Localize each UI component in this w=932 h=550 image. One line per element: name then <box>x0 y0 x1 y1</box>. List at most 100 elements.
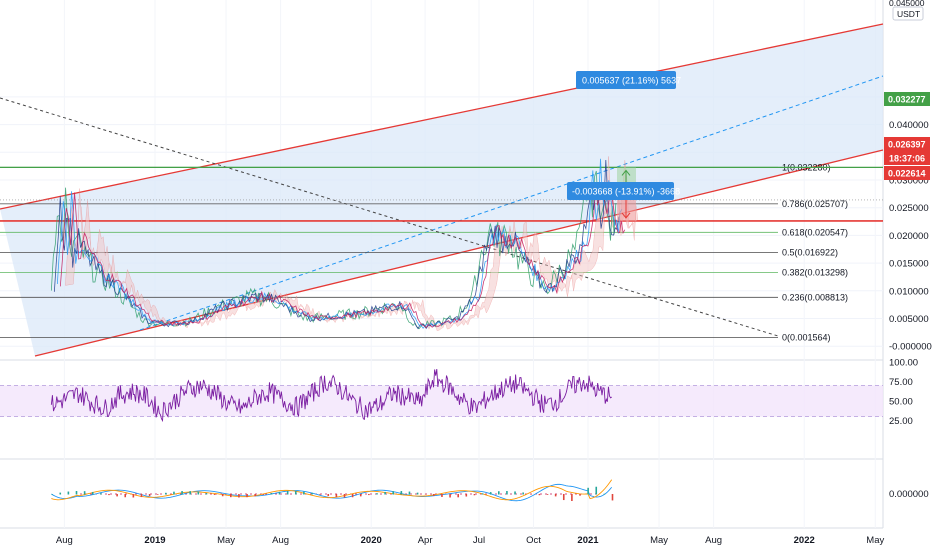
current-price-tag-label: 0.026397 <box>888 140 926 150</box>
macd-histogram-bar <box>116 494 118 497</box>
time-tick-label: 2021 <box>577 535 599 546</box>
time-tick-label: Oct <box>526 535 541 546</box>
time-tick-label: Aug <box>705 535 722 546</box>
rsi-pane <box>0 368 883 423</box>
price-line-close <box>53 160 620 330</box>
macd-histogram-bar <box>546 494 549 495</box>
resistance-price-tag <box>884 92 930 106</box>
macd-histogram-bar <box>319 494 321 495</box>
macd-histogram-bar <box>554 494 557 497</box>
time-axis[interactable]: Aug 2019 May Aug 2020 Apr Jul Oct 2021 May Aug 2022… <box>56 535 885 546</box>
fib-level-label: 0.618(0.020547) <box>782 227 848 237</box>
macd-histogram-bar <box>189 491 191 495</box>
macd-histogram-bar <box>254 494 256 497</box>
macd-tick-label: 0.000000 <box>889 489 929 500</box>
fib-level-label: 0.786(0.025707) <box>782 199 848 209</box>
time-tick-label: Aug <box>56 535 73 546</box>
macd-histogram-bar <box>473 494 476 496</box>
price-tick-label: 0.020000 <box>889 231 929 242</box>
macd-histogram-bar <box>156 494 159 495</box>
currency-label: USDT <box>897 9 920 19</box>
macd-histogram-bar <box>522 492 524 495</box>
macd-histogram-bar <box>384 491 386 495</box>
support-price-tag <box>884 166 930 180</box>
axis-price-tags: 0.032277 0.026397 18:37:06 0.022614 <box>884 92 930 180</box>
macd-histogram-bar <box>343 494 346 498</box>
horizontal-levels[interactable] <box>0 166 883 222</box>
gain-arrow-head <box>621 169 631 176</box>
macd-histogram-bar <box>67 491 70 495</box>
rsi-tick-label: 50.00 <box>889 397 913 408</box>
macd-histogram-bar <box>140 494 143 498</box>
price-line-conversion <box>56 158 623 329</box>
macd-histogram-bar <box>538 494 541 496</box>
macd-histogram-bar <box>51 494 53 495</box>
macd-histogram-bar <box>408 491 411 495</box>
macd-histogram-bar <box>351 494 354 498</box>
macd-histogram-bar <box>197 491 200 495</box>
rsi-tick-label: 75.00 <box>889 377 913 388</box>
rsi-axis: 100.00 75.00 50.00 25.00 <box>889 358 918 428</box>
channel-upper-line <box>0 23 884 210</box>
price-tick-label: 0.010000 <box>889 286 929 297</box>
fib-level-label: 0(0.001564) <box>782 333 831 343</box>
macd-histogram-bar <box>91 491 94 495</box>
price-tick-label: 0.005000 <box>889 314 929 325</box>
gain-info-box <box>576 71 676 89</box>
measurement-info-boxes: 0.005637 (21.16%) 5637 -0.003668 (-13.91… <box>567 71 681 200</box>
time-tick-label: Jul <box>473 535 485 546</box>
macd-histogram-bar <box>100 493 102 495</box>
macd-histogram-bar <box>165 492 167 495</box>
macd-histogram-bar <box>416 492 419 495</box>
macd-histogram-bar <box>457 494 459 498</box>
rsi-line <box>50 368 612 423</box>
macd-histogram-bar <box>286 491 289 495</box>
macd-histogram-bar <box>148 494 151 497</box>
currency-badge[interactable] <box>892 6 924 21</box>
macd-histogram-bar <box>246 494 248 498</box>
macd-histogram-bar <box>278 491 281 495</box>
time-tick-label: 2019 <box>144 535 165 546</box>
fib-level-label: 0.5(0.016922) <box>782 247 838 257</box>
macd-histogram-bar <box>530 494 533 495</box>
channel-midline <box>139 75 884 331</box>
countdown-tag <box>884 151 930 165</box>
macd-histogram-bar <box>294 491 297 495</box>
macd-histogram-bar <box>449 494 451 498</box>
rsi-tick-label: 100.00 <box>889 358 918 369</box>
gain-info-box-label: 0.005637 (21.16%) 5637 <box>582 76 681 86</box>
macd-histogram-bar <box>514 491 516 495</box>
time-tick-label: May <box>217 535 235 546</box>
macd-histogram-bar <box>611 494 614 501</box>
current-price-tag <box>884 137 930 151</box>
price-tick-label: 0.015000 <box>889 259 929 270</box>
price-tick-label: 0.040000 <box>889 120 929 131</box>
loss-arrow-head <box>621 212 631 219</box>
macd-histogram-bar <box>359 494 362 497</box>
time-tick-label: 2022 <box>794 535 815 546</box>
macd-histogram-bar <box>400 491 403 495</box>
macd-histogram-bar <box>124 494 127 498</box>
macd-histogram-bar <box>465 494 468 497</box>
countdown-tag-label: 18:37:06 <box>889 154 925 164</box>
macd-histogram-bar <box>230 494 232 498</box>
rsi-band <box>0 385 883 417</box>
time-tick-label: Aug <box>272 535 289 546</box>
macd-histogram-bar <box>587 487 589 495</box>
macd-histogram-bar <box>132 494 135 498</box>
price-tick-label: 0.025000 <box>889 203 929 214</box>
macd-pane <box>51 479 614 502</box>
fib-level-label: 0.382(0.013298) <box>782 268 848 278</box>
time-tick-label: May <box>866 535 884 546</box>
loss-info-box-label: -0.003668 (-13.91%) -3668 <box>572 187 680 197</box>
macd-histogram-bar <box>441 494 443 497</box>
ichimoku-cloud <box>65 156 639 331</box>
macd-histogram-bar <box>181 491 183 495</box>
macd-histogram-bar <box>335 494 338 498</box>
macd-histogram-bar <box>376 493 378 495</box>
macd-histogram-bar <box>497 491 500 495</box>
price-tick-label: 0.030000 <box>889 176 929 187</box>
macd-histogram-bar <box>311 492 313 495</box>
price-axis-top-value: 0.045000 <box>889 0 925 8</box>
support-price-tag-label: 0.022614 <box>888 169 926 179</box>
